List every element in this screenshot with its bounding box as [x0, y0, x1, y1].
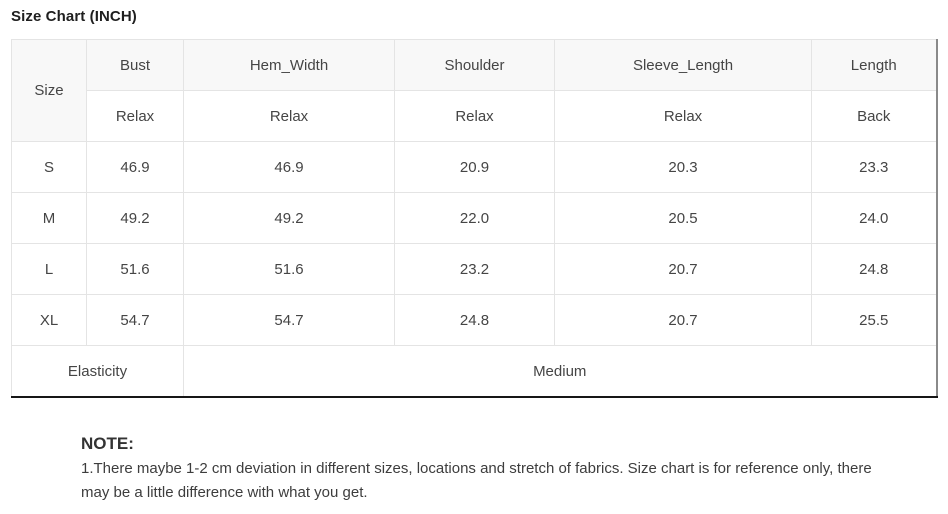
- subheader-shoulder-relax: Relax: [394, 90, 555, 142]
- hem-width-value: 54.7: [183, 294, 395, 346]
- shoulder-value: 22.0: [394, 192, 555, 244]
- subheader-sleeve-length-relax: Relax: [554, 90, 812, 142]
- col-header-bust: Bust: [86, 39, 184, 91]
- length-value: 24.0: [811, 192, 937, 244]
- shoulder-value: 23.2: [394, 243, 555, 295]
- elasticity-value: Medium: [183, 345, 937, 398]
- table-row-elasticity: Elasticity Medium: [11, 345, 937, 398]
- bust-value: 49.2: [86, 192, 184, 244]
- subheader-hem-width-relax: Relax: [183, 90, 395, 142]
- size-chart-table-container: Size Bust Hem_Width Shoulder Sleeve_Leng…: [11, 39, 938, 398]
- elasticity-label: Elasticity: [11, 345, 184, 398]
- sleeve-length-value: 20.7: [554, 243, 812, 295]
- size-label: L: [11, 243, 87, 295]
- subheader-length-back: Back: [811, 90, 937, 142]
- table-row-size-m: M 49.2 49.2 22.0 20.5 24.0: [11, 192, 937, 244]
- length-value: 25.5: [811, 294, 937, 346]
- size-chart-table: Size Bust Hem_Width Shoulder Sleeve_Leng…: [11, 39, 938, 398]
- note-section: NOTE: 1.There maybe 1-2 cm deviation in …: [81, 434, 893, 505]
- hem-width-value: 46.9: [183, 141, 395, 193]
- note-heading: NOTE:: [81, 434, 134, 453]
- length-value: 24.8: [811, 243, 937, 295]
- col-header-sleeve-length: Sleeve_Length: [554, 39, 812, 91]
- header-row-measurements: Size Bust Hem_Width Shoulder Sleeve_Leng…: [11, 39, 937, 142]
- bust-value: 46.9: [86, 141, 184, 193]
- bust-value: 51.6: [86, 243, 184, 295]
- length-value: 23.3: [811, 141, 937, 193]
- col-header-hem-width: Hem_Width: [183, 39, 395, 91]
- shoulder-value: 20.9: [394, 141, 555, 193]
- col-header-shoulder: Shoulder: [394, 39, 555, 91]
- sleeve-length-value: 20.7: [554, 294, 812, 346]
- col-header-size: Size: [11, 39, 87, 142]
- hem-width-value: 49.2: [183, 192, 395, 244]
- size-label: M: [11, 192, 87, 244]
- subheader-bust-relax: Relax: [86, 90, 184, 142]
- page-title: Size Chart (INCH): [11, 8, 137, 25]
- shoulder-value: 24.8: [394, 294, 555, 346]
- bust-value: 54.7: [86, 294, 184, 346]
- col-header-length: Length: [811, 39, 937, 91]
- note-text: 1.There maybe 1-2 cm deviation in differ…: [81, 460, 872, 501]
- sleeve-length-value: 20.3: [554, 141, 812, 193]
- size-label: S: [11, 141, 87, 193]
- size-label: XL: [11, 294, 87, 346]
- sleeve-length-value: 20.5: [554, 192, 812, 244]
- table-row-size-s: S 46.9 46.9 20.9 20.3 23.3: [11, 141, 937, 193]
- hem-width-value: 51.6: [183, 243, 395, 295]
- table-row-size-l: L 51.6 51.6 23.2 20.7 24.8: [11, 243, 937, 295]
- header-row-fit-type: Relax Relax Relax Relax Back: [12, 90, 937, 142]
- table-row-size-xl: XL 54.7 54.7 24.8 20.7 25.5: [11, 294, 937, 346]
